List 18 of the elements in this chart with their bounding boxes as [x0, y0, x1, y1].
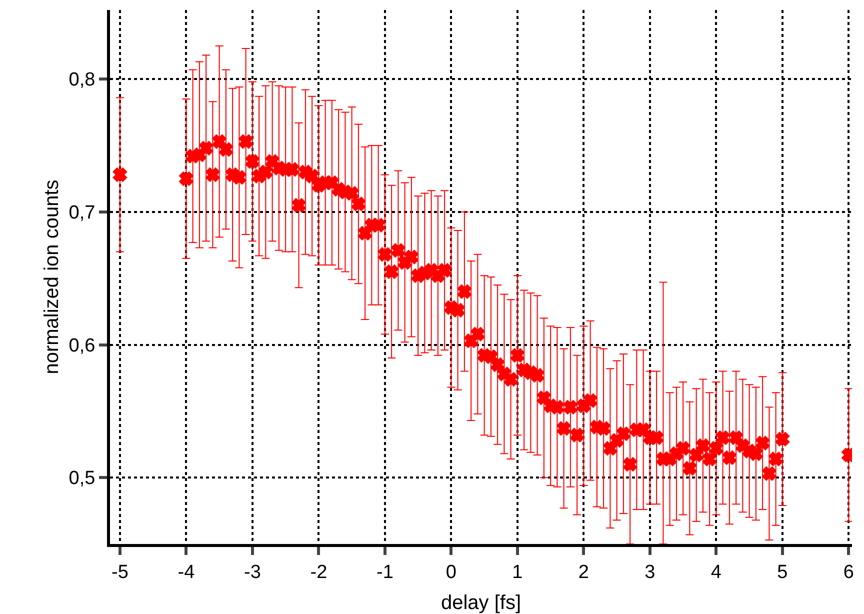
x-tick-label: 6	[843, 562, 854, 583]
y-tick-label: 0,5	[68, 468, 96, 490]
y-tick-label: 0,8	[68, 70, 96, 91]
x-tick-label: -5	[111, 562, 128, 583]
y-tick-label: 0,7	[68, 202, 96, 224]
x-tick-label: 0	[446, 562, 456, 583]
y-axis-title: normalized ion counts	[41, 180, 63, 374]
x-tick-label: -3	[244, 562, 261, 583]
x-tick-label: -4	[178, 562, 196, 583]
x-tick-label: 3	[644, 562, 656, 583]
y-tick-label: 0,6	[68, 335, 96, 356]
x-tick-label: -2	[310, 562, 328, 583]
x-tick-label: -1	[376, 562, 394, 583]
x-tick-label: 5	[777, 562, 788, 583]
x-tick-label: 2	[578, 562, 589, 583]
x-axis-title: delay [fs]	[440, 592, 522, 614]
x-tick-label: 1	[512, 562, 523, 583]
x-tick-label: 4	[710, 562, 722, 583]
